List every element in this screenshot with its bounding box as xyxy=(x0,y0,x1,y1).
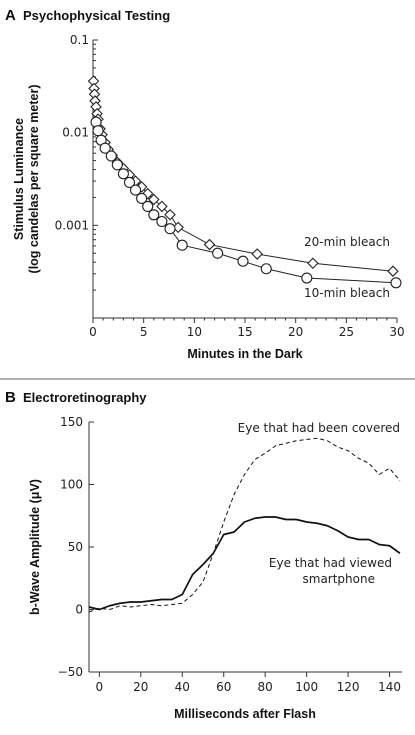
b-series-covered-line xyxy=(88,437,401,613)
a-point-circle xyxy=(117,168,129,180)
b-x-tick-label: 40 xyxy=(175,680,190,694)
b-y-tick-label: 100 xyxy=(60,478,83,492)
a-point-diamond xyxy=(203,238,216,251)
label-eye-covered: Eye that had been covered xyxy=(238,421,400,435)
panel-b-title: Electroretinography xyxy=(23,390,147,405)
a-x-tick-label: 15 xyxy=(237,325,252,339)
panel-a-ylabel-line2: (log candelas per square meter) xyxy=(27,85,41,274)
panel-a-xlabel: Minutes in the Dark xyxy=(187,347,302,361)
panel-a-ylabel: Stimulus Luminance (log candelas per squ… xyxy=(12,85,41,274)
b-x-tick-label: 140 xyxy=(378,680,401,694)
a-x-tick-label: 25 xyxy=(339,325,354,339)
a-y-tick-label: 0.1 xyxy=(70,33,89,47)
b-x-tick-label: 120 xyxy=(337,680,360,694)
a-x-tick-label: 0 xyxy=(89,325,97,339)
a-y-tick-label: 0.001 xyxy=(55,218,89,232)
a-point-circle xyxy=(260,263,272,275)
a-point-circle xyxy=(111,159,123,171)
b-x-tick-label: 60 xyxy=(216,680,231,694)
panel-a-letter: A xyxy=(5,7,16,24)
a-point-circle xyxy=(130,184,142,196)
b-y-tick-label: 0 xyxy=(75,603,83,617)
panel-a-ticks: 0 5 10 15 20 25 30 0.1 0.01 0.001 xyxy=(55,33,405,339)
b-x-tick-label: 100 xyxy=(295,680,318,694)
a-point-circle xyxy=(212,247,224,259)
label-eye-viewed-line1: Eye that had viewed xyxy=(269,556,392,570)
label-eye-viewed-line2: smartphone xyxy=(303,572,376,586)
a-point-circle xyxy=(136,192,148,205)
a-x-tick-label: 5 xyxy=(140,325,148,339)
b-x-tick-label: 0 xyxy=(96,680,104,694)
a-point-diamond xyxy=(387,265,399,277)
panel-b-series xyxy=(88,437,401,613)
a-point-diamond xyxy=(251,248,263,260)
a-point-diamond xyxy=(172,221,184,234)
a-point-circle xyxy=(156,215,168,228)
panel-b-axes xyxy=(88,422,402,673)
a-point-diamond xyxy=(156,200,168,213)
a-point-circle xyxy=(105,150,117,162)
b-y-tick-label: −50 xyxy=(58,665,83,679)
panel-a-title: Psychophysical Testing xyxy=(23,8,170,23)
label-20-min-bleach: 20-min bleach xyxy=(304,235,390,249)
a-point-circle xyxy=(301,272,313,284)
a-x-tick-label: 20 xyxy=(288,325,303,339)
a-point-circle xyxy=(148,209,160,221)
panel-b-ticks: 0 20 40 60 80 100 120 140 150 100 50 0 −50 xyxy=(58,415,401,694)
a-x-tick-label: 30 xyxy=(389,325,404,339)
panel-a-series xyxy=(87,75,402,289)
a-point-circle xyxy=(123,176,136,189)
b-y-tick-label: 50 xyxy=(68,540,83,554)
a-point-circle xyxy=(92,125,104,137)
panel-b-ylabel: b-Wave Amplitude (μV) xyxy=(28,479,42,615)
a-point-circle xyxy=(164,223,176,235)
b-y-tick-label: 150 xyxy=(60,415,83,429)
a-x-tick-label: 10 xyxy=(187,325,202,339)
a-point-circle xyxy=(390,277,402,289)
a-point-diamond xyxy=(148,193,160,206)
a-point-diamond xyxy=(164,208,176,221)
label-10-min-bleach: 10-min bleach xyxy=(304,286,390,300)
b-x-tick-label: 80 xyxy=(258,680,273,694)
panel-a-ylabel-line1: Stimulus Luminance xyxy=(12,118,26,240)
a-point-diamond xyxy=(307,257,319,270)
a-point-circle xyxy=(176,239,188,251)
b-series-viewed-line xyxy=(88,516,401,611)
a-point-circle xyxy=(99,142,111,154)
a-point-circle xyxy=(237,255,249,267)
panel-b-letter: B xyxy=(5,389,16,406)
panel-b-xlabel: Milliseconds after Flash xyxy=(174,707,316,721)
b-x-tick-label: 20 xyxy=(133,680,148,694)
a-point-circle xyxy=(142,200,154,212)
a-y-tick-label: 0.01 xyxy=(62,126,89,140)
